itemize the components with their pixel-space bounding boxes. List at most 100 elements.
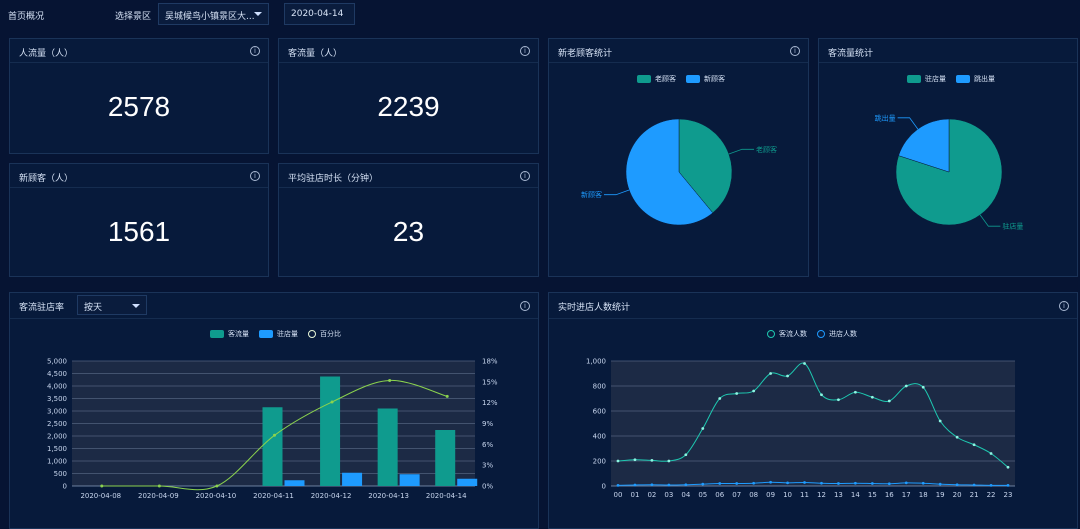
percent-point	[273, 433, 276, 437]
legend-label: 老顾客	[655, 75, 676, 83]
date-value: 2020-04-14	[291, 9, 344, 19]
x-tick-label: 19	[936, 491, 945, 499]
kpi-value: 2578	[107, 91, 171, 122]
x-tick-label: 2020-04-09	[138, 492, 179, 500]
y-tick-label: 0	[602, 483, 606, 491]
info-icon[interactable]: i	[520, 301, 530, 311]
legend-swatch	[210, 330, 224, 338]
y-tick-label: 400	[593, 433, 606, 441]
entry-point	[955, 483, 959, 487]
x-tick-label: 04	[681, 491, 690, 499]
bar-chart-stay-rate: 0 500 1,000 1,500 2,000 2,500 3,000 3,500 4,000 4…	[47, 358, 498, 501]
visitor-point	[887, 399, 891, 403]
legend-item[interactable]: 新顾客	[686, 74, 725, 84]
visitor-point	[870, 395, 874, 399]
x-tick-label: 02	[647, 491, 656, 499]
legend-item[interactable]: 进店人数	[817, 329, 857, 339]
entry-point	[921, 481, 925, 485]
legend-dot	[308, 330, 316, 338]
entry-point	[803, 481, 806, 484]
chart-legend: 驻店量 跳出量	[907, 74, 995, 84]
percent-point	[388, 378, 392, 382]
legend-item[interactable]: 老顾客	[637, 74, 676, 84]
x-tick-label: 17	[902, 491, 911, 499]
entry-point	[735, 482, 739, 485]
chart-legend: 客流人数 进店人数	[767, 329, 857, 339]
y2-tick-label: 9%	[482, 420, 493, 428]
kpi-title: 人流量（人）	[19, 49, 74, 59]
y-tick-label: 2,500	[47, 420, 67, 428]
entry-point	[718, 482, 722, 485]
kpi-title: 新顾客（人）	[19, 174, 74, 184]
divider	[279, 62, 538, 63]
visitor-point	[769, 372, 773, 375]
legend-item[interactable]: 百分比	[308, 329, 341, 339]
new-old-customer-panel: 新老顾客统计 i 老顾客 新顾客 老顾客 新顾客	[548, 38, 809, 277]
visitor-point	[955, 435, 959, 439]
y-tick-label: 4,500	[47, 370, 67, 378]
kpi-panel-visitors: 客流量（人） i 2239	[278, 38, 539, 154]
chevron-down-icon	[132, 304, 140, 308]
entry-point	[701, 482, 705, 486]
x-tick-label: 2020-04-12	[311, 492, 352, 500]
percent-point	[100, 484, 104, 488]
entry-point	[904, 481, 908, 485]
pie-label-line	[979, 214, 1001, 227]
visitor-point	[650, 458, 654, 462]
x-tick-label: 2020-04-10	[196, 492, 237, 500]
visitor-point	[1006, 465, 1010, 469]
divider	[549, 318, 1077, 319]
entry-point	[667, 483, 671, 487]
legend-item[interactable]: 客流人数	[767, 329, 807, 339]
legend-item[interactable]: 驻店量	[259, 329, 298, 339]
y2-tick-label: 3%	[482, 462, 493, 470]
percent-point	[445, 394, 449, 398]
x-tick-label: 22	[987, 491, 996, 499]
chart-title: 实时进店人数统计	[558, 303, 631, 313]
date-picker[interactable]: 2020-04-14	[284, 3, 355, 25]
y-tick-label: 1,000	[47, 458, 67, 466]
x-tick-label: 13	[834, 491, 843, 499]
bar-customer-flow	[377, 408, 398, 486]
chart-legend: 客流量 驻店量 百分比	[210, 329, 341, 339]
visitor-point	[786, 374, 789, 378]
entry-point	[972, 483, 976, 487]
percent-point	[330, 400, 334, 404]
entry-point	[870, 482, 874, 485]
y-tick-label: 2,000	[47, 433, 67, 441]
entry-point	[820, 481, 823, 485]
info-icon[interactable]: i	[250, 171, 260, 181]
info-icon[interactable]: i	[250, 46, 260, 56]
legend-item[interactable]: 客流量	[210, 329, 249, 339]
granularity-value: 按天	[84, 303, 103, 313]
x-tick-label: 12	[817, 491, 826, 499]
top-bar: 首页概况 选择景区 吴城候鸟小镇景区大... 2020-04-14	[0, 0, 1080, 30]
y2-tick-label: 12%	[482, 399, 498, 407]
y-tick-label: 600	[593, 408, 606, 416]
divider	[10, 318, 538, 319]
legend-item[interactable]: 跳出量	[956, 74, 995, 84]
entry-point	[989, 483, 993, 487]
visitor-point	[938, 419, 942, 423]
y-tick-label: 3,500	[47, 395, 67, 403]
bar-customer-flow	[435, 430, 456, 486]
granularity-select[interactable]: 按天	[77, 295, 147, 315]
visitor-point	[718, 397, 722, 400]
entry-point	[616, 483, 620, 487]
legend-item[interactable]: 驻店量	[907, 74, 946, 84]
legend-dot	[767, 330, 775, 338]
page-title[interactable]: 首页概况	[8, 12, 45, 22]
divider	[279, 187, 538, 188]
y-tick-label: 1,500	[47, 445, 67, 453]
info-icon[interactable]: i	[790, 46, 800, 56]
legend-label: 进店人数	[829, 330, 857, 338]
x-tick-label: 10	[783, 491, 792, 499]
info-icon[interactable]: i	[520, 171, 530, 181]
info-icon[interactable]: i	[1059, 301, 1069, 311]
y-tick-label: 500	[54, 470, 67, 478]
visitor-point	[735, 392, 739, 395]
x-tick-label: 18	[919, 491, 928, 499]
info-icon[interactable]: i	[520, 46, 530, 56]
scenic-select[interactable]: 吴城候鸟小镇景区大...	[158, 3, 269, 25]
